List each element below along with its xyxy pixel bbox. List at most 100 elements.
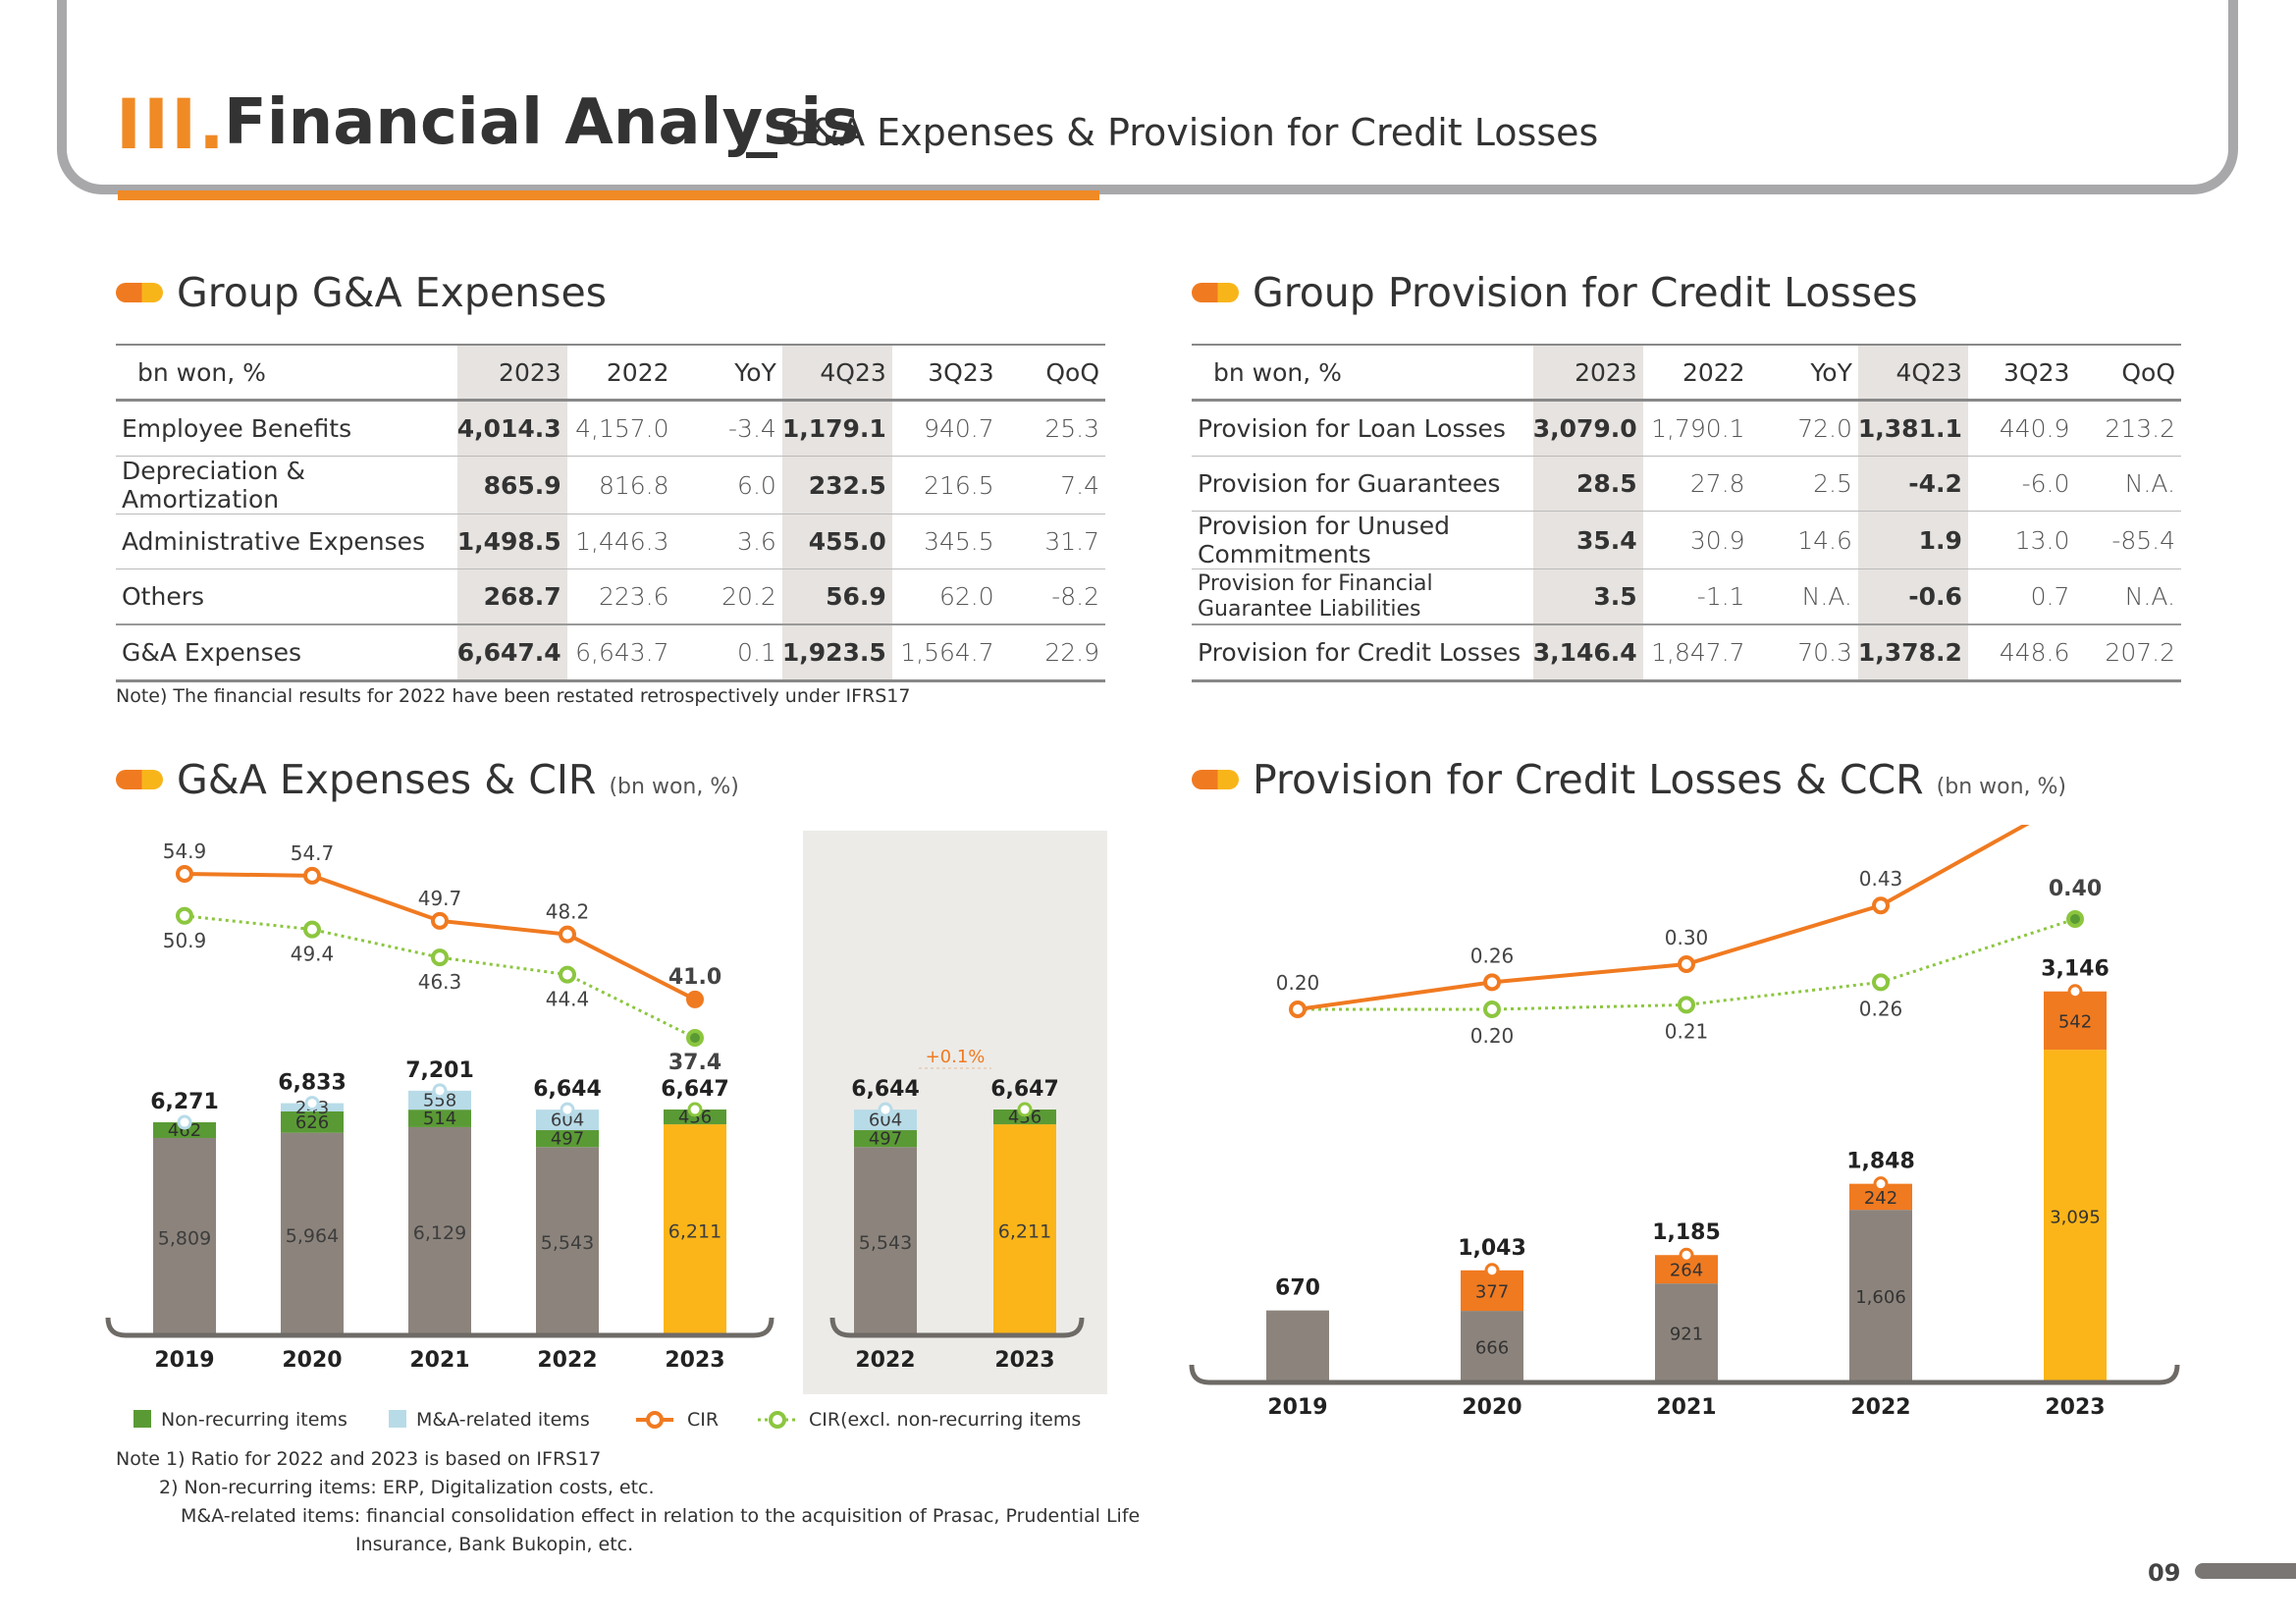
table-cell: -3.4: [674, 400, 782, 457]
ga-table-note: Note) The financial results for 2022 hav…: [116, 685, 911, 707]
column-header: 3Q23: [891, 345, 1000, 402]
change-label: +0.1%: [926, 1047, 986, 1067]
table-cell: 27.8: [1642, 456, 1751, 512]
cir-excl-point: [559, 965, 576, 984]
ccr-excl-label: 0.40: [2049, 877, 2102, 901]
x-tick-label: 2022: [855, 1348, 915, 1373]
column-header: 2022: [566, 345, 675, 402]
ccr-point: [1483, 973, 1501, 992]
ga-bar-segment-label: 5,543: [541, 1232, 594, 1254]
ga-cir-chart: 5,8094626,27120195,9646262436,83320206,1…: [105, 831, 1107, 1431]
legend-label: Non-recurring items: [161, 1409, 347, 1431]
ga-bar-segment-label: 6,129: [413, 1222, 466, 1244]
legend-label: M&A-related items: [416, 1409, 590, 1431]
ccr-excl-point: [1872, 973, 1890, 992]
provision-bar-segment: [1849, 1210, 1912, 1382]
table-row: Employee Benefits 4,014.3 4,157.0 -3.4 1,179…: [116, 400, 1105, 457]
ccr-label: 0.30: [1665, 926, 1709, 949]
cir-label: 49.7: [418, 887, 462, 910]
column-header: QoQ: [2075, 345, 2181, 402]
ga-expenses-table: bn won, % 2023 2022 YoY 4Q23 3Q23 QoQ Employee…: [116, 344, 1105, 682]
provision-bar-segment: [1461, 1311, 1523, 1382]
compare-bar-segment-label: 5,543: [859, 1232, 912, 1254]
x-tick-label: 2019: [1267, 1395, 1327, 1420]
x-tick-label: 2022: [537, 1348, 597, 1373]
ccr-point: [1872, 896, 1890, 915]
table-cell: -1.1: [1642, 568, 1751, 625]
table-row: Provision for Loan Losses 3,079.0 1,790.1 7…: [1192, 400, 2181, 457]
cir-excl-label: 37.4: [668, 1051, 721, 1075]
table-row: Provision for Credit Losses 3,146.4 1,847.…: [1192, 623, 2181, 682]
table-cell: 1,564.7: [891, 623, 1000, 682]
provision-total-label: 1,043: [1458, 1236, 1526, 1261]
legend-label: CIR(excl. non-recurring items: [809, 1409, 1081, 1431]
column-header: 2022: [1642, 345, 1751, 402]
x-tick-label: 2022: [1850, 1395, 1910, 1420]
table-cell: 31.7: [999, 514, 1105, 569]
ga-bar-total-label: 6,271: [150, 1090, 219, 1114]
ccr-excl-point: [2066, 910, 2084, 928]
x-tick-label: 2021: [409, 1348, 469, 1373]
ccr-point: [1289, 1001, 1307, 1018]
prov-chart-title: Provision for Credit Losses & CCR (bn wo…: [1253, 756, 2066, 803]
provision-bar-segment: [2044, 1050, 2107, 1382]
table-cell: 268.7: [456, 568, 567, 625]
x-tick-label: 2021: [1656, 1395, 1716, 1420]
ga-bar-segment: [536, 1110, 599, 1131]
page-bar: [2195, 1563, 2296, 1579]
bullet-pill-icon: [116, 770, 163, 789]
ga-bar-segment-label: 6,211: [668, 1221, 721, 1243]
table-cell: -4.2: [1857, 456, 1968, 512]
ga-table-title: Group G&A Expenses: [177, 269, 608, 316]
column-header: QoQ: [999, 345, 1105, 402]
table-cell: -0.6: [1857, 568, 1968, 625]
table-row: Others 268.7 223.6 20.2 56.9 62.0 -8.2: [116, 568, 1105, 625]
x-tick-label: 2020: [282, 1348, 342, 1373]
ga-bar-segment: [281, 1132, 344, 1335]
ga-bar-segment-label: 514: [423, 1109, 456, 1129]
provision-segment-label: 242: [1864, 1188, 1897, 1209]
note-line: Insurance, Bank Bukopin, etc.: [355, 1534, 634, 1555]
x-axis-line: [1189, 1364, 2180, 1385]
table-cell: 3,146.4: [1532, 623, 1643, 682]
ccr-excl-point: [1678, 996, 1695, 1014]
table-cell: 0.7: [1967, 568, 2076, 625]
ga-bar-segment-label: 626: [295, 1112, 329, 1133]
ccr-excl-label: 0.21: [1665, 1019, 1709, 1043]
ga-bar-segment-label: 436: [678, 1108, 712, 1128]
ccr-point: [1678, 955, 1695, 973]
ccr-excl-label: 0.20: [1470, 1024, 1515, 1048]
ga-bar-segment: [408, 1126, 471, 1335]
ga-bar-segment-label: 497: [551, 1129, 584, 1150]
table-cell: 6,647.4: [456, 623, 567, 682]
provision-ccr-chart: 670 2019 666 377 1,043 2020 921 264 1,185 2021 1,6…: [1189, 825, 2180, 1420]
column-header: 3Q23: [1967, 345, 2076, 402]
legend-marker-cir: [646, 1411, 664, 1429]
prov-chart-title-text: Provision for Credit Losses & CCR: [1253, 756, 1924, 803]
table-cell: N.A.: [1750, 568, 1858, 625]
table-cell: 455.0: [781, 514, 892, 569]
provision-bar-segment: [1655, 1283, 1718, 1382]
ga-bar-segment: [664, 1110, 726, 1125]
ga-bar-segment: [536, 1147, 599, 1335]
table-cell: 4,157.0: [566, 400, 675, 457]
ga-bar-segment: [408, 1110, 471, 1127]
x-tick-label: 2023: [994, 1348, 1054, 1373]
table-cell: -6.0: [1967, 456, 2076, 512]
table-cell: 1.9: [1857, 511, 1968, 569]
cir-label: 48.2: [546, 900, 590, 924]
cir-point: [303, 866, 321, 885]
cir-excl-label: 44.4: [546, 988, 590, 1011]
ga-bar-total-label: 6,644: [533, 1077, 602, 1102]
ga-bar-segment: [408, 1090, 471, 1110]
compare-bar-segment-label: 436: [1008, 1108, 1041, 1128]
column-header: 2023: [1532, 345, 1643, 402]
compare-bar-segment: [993, 1124, 1056, 1335]
page-number: 09: [2148, 1559, 2181, 1587]
provision-top-marker: [1873, 1176, 1889, 1192]
table-cell: 1,790.1: [1642, 400, 1751, 457]
table-cell: 448.6: [1967, 623, 2076, 682]
column-header: YoY: [1750, 345, 1858, 402]
row-label: Provision for Guarantees: [1192, 456, 1533, 512]
cir-label: 41.0: [668, 965, 721, 990]
